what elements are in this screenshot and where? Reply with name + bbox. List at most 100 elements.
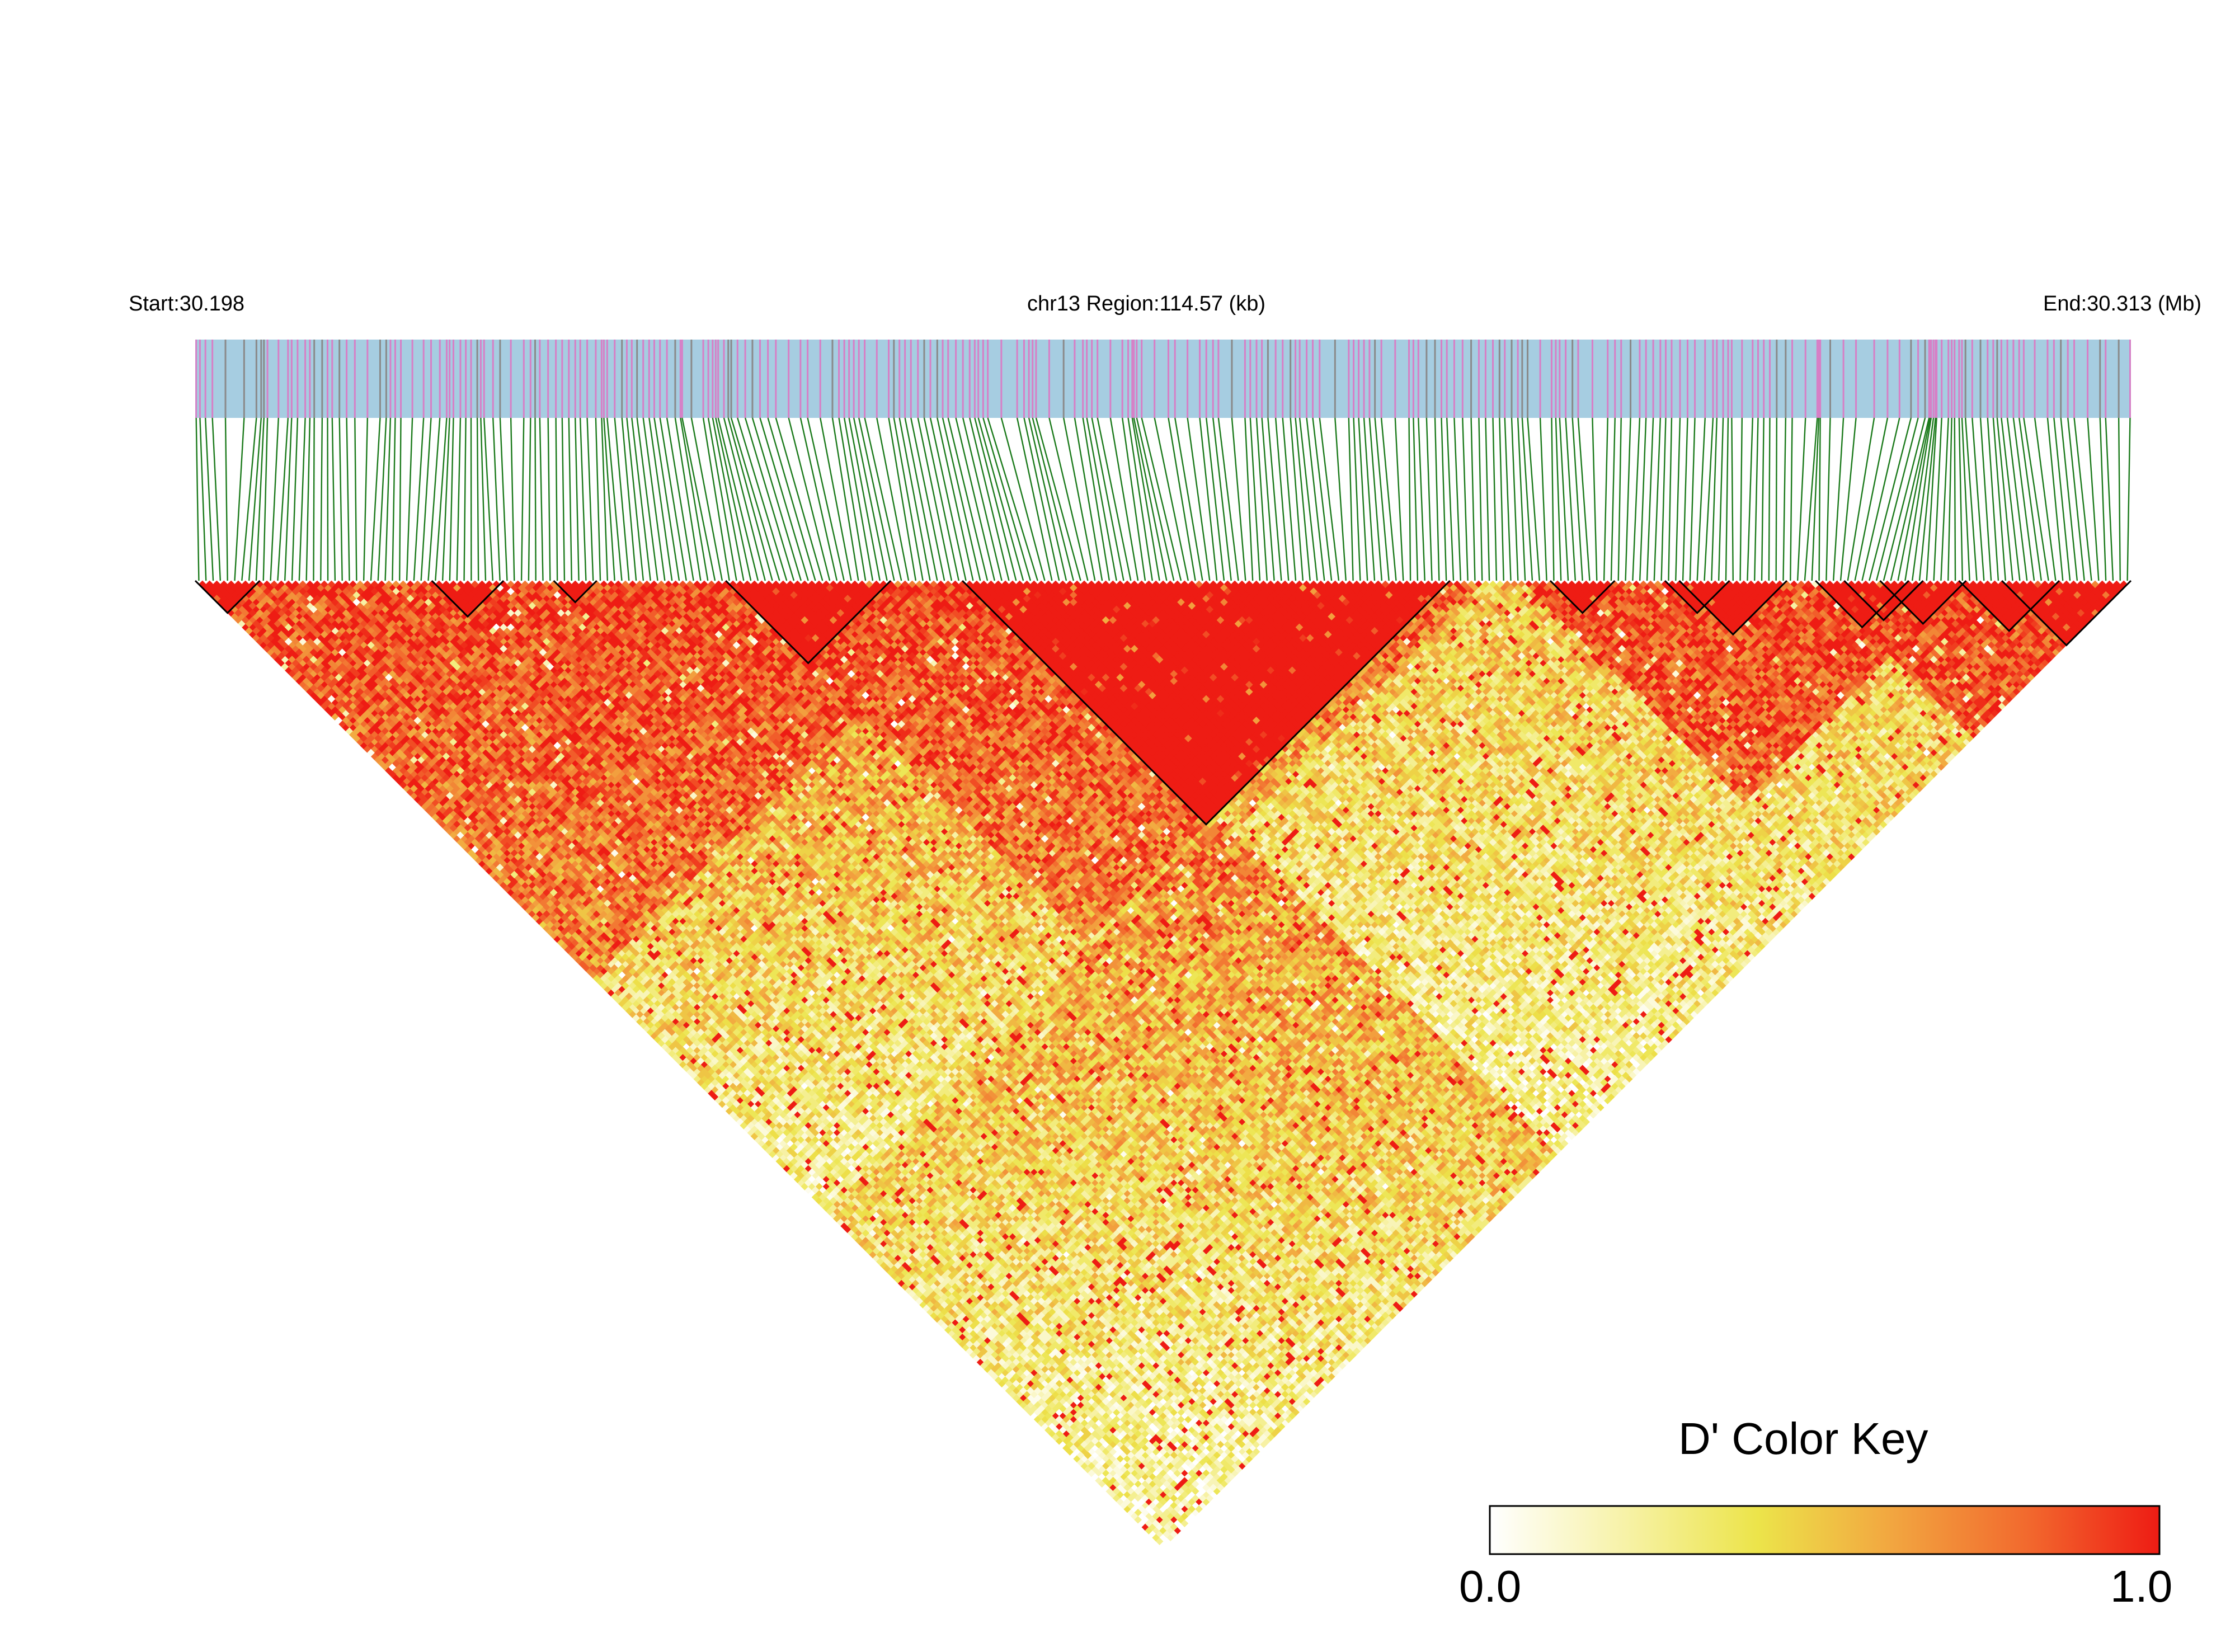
snp-connector — [1217, 417, 1239, 581]
snp-connector — [1551, 417, 1555, 581]
snp-connector — [1446, 417, 1455, 581]
snp-connector — [1592, 417, 1598, 581]
snp-connector — [702, 417, 730, 581]
snp-connector — [799, 417, 838, 581]
snp-connector — [1926, 417, 1937, 581]
snp-connector — [715, 417, 752, 581]
ld-block-outline — [725, 580, 892, 665]
snp-connector — [1632, 417, 1641, 581]
snp-connector — [1035, 417, 1081, 581]
snp-connector — [2012, 417, 2035, 581]
snp-connector — [1517, 417, 1526, 581]
snp-connector — [723, 417, 766, 581]
snp-connector — [843, 417, 874, 581]
snp-connector — [1739, 417, 1743, 581]
color-key-max-label: 1.0 — [2110, 1561, 2173, 1611]
snp-connector — [277, 417, 289, 581]
snp-connector — [1255, 417, 1268, 581]
snp-connector — [1796, 417, 1806, 581]
snp-connector — [759, 417, 809, 581]
snp-connector — [1154, 417, 1189, 581]
snp-connector — [1704, 417, 1714, 581]
snp-connector — [313, 417, 315, 581]
snp-connector — [751, 417, 802, 581]
snp-connector — [1832, 417, 1845, 581]
snp-connector — [1610, 417, 1616, 581]
snp-connector — [1577, 417, 1591, 581]
snp-track-bar — [195, 340, 2131, 418]
snp-connector — [384, 417, 392, 581]
snp-connector — [1958, 417, 1964, 581]
snp-connector — [707, 417, 737, 581]
snp-connector — [1133, 417, 1168, 581]
snp-connector — [1048, 417, 1089, 581]
snp-connector — [1434, 417, 1440, 581]
snp-connector — [579, 417, 587, 581]
snp-connector — [327, 417, 329, 581]
snp-connector — [528, 417, 531, 581]
snp-connector — [331, 417, 336, 581]
ld-block-outline — [1664, 580, 1730, 614]
snp-connector — [893, 417, 924, 581]
snp-connector — [211, 417, 222, 581]
snp-connector — [241, 417, 257, 581]
ld-block-outlines — [194, 580, 2132, 826]
snp-connector — [1032, 417, 1074, 581]
snp-connector — [1761, 417, 1765, 581]
snp-connector — [904, 417, 938, 581]
ld-cell-group — [284, 583, 1966, 1546]
snp-connector — [270, 417, 279, 581]
ld-block-outline — [1815, 580, 1909, 629]
snp-connector — [1136, 417, 1175, 581]
snp-connector — [2073, 417, 2092, 581]
ld-heatmap-cells — [198, 580, 2128, 1549]
snp-connector — [1282, 417, 1297, 581]
snp-connector — [1174, 417, 1203, 581]
snp-connector — [1441, 417, 1447, 581]
snp-connector — [2067, 417, 2085, 581]
snp-connector — [1825, 417, 1831, 581]
snp-connector — [1082, 417, 1111, 581]
snp-connector — [1199, 417, 1218, 581]
snp-connector — [775, 417, 824, 581]
snp-connector — [1511, 417, 1519, 581]
snp-connector — [974, 417, 1017, 581]
snp-connector — [1818, 417, 1821, 581]
snp-connector — [831, 417, 859, 581]
snp-connector — [923, 417, 959, 581]
snp-connector — [1555, 417, 1562, 581]
snp-connector — [1485, 417, 1490, 581]
snp-connector — [910, 417, 945, 581]
snp-connector — [626, 417, 644, 581]
snp-connector — [2053, 417, 2071, 581]
snp-connector — [1290, 417, 1304, 581]
snp-connector — [1418, 417, 1425, 581]
snp-connector — [1394, 417, 1404, 581]
snp-connector-lines — [195, 417, 2131, 581]
snp-connector — [917, 417, 953, 581]
ld-block-outline — [194, 580, 261, 614]
snp-connector — [1646, 417, 1654, 581]
snp-connector — [195, 417, 200, 581]
snp-connector — [1911, 417, 1935, 581]
snp-connector — [1940, 417, 1949, 581]
snp-connector — [1754, 417, 1759, 581]
color-key-bar — [1489, 1505, 2161, 1555]
snp-connector — [1565, 417, 1577, 581]
snp-connector — [298, 417, 306, 581]
snp-connector — [1295, 417, 1311, 581]
snp-connector — [727, 417, 773, 581]
snp-connector — [595, 417, 601, 581]
snp-connector — [435, 417, 448, 581]
snp-connector — [2118, 417, 2121, 581]
snp-connector — [788, 417, 831, 581]
snp-connector — [1091, 417, 1124, 581]
snp-connector — [977, 417, 1024, 581]
snp-connector — [547, 417, 551, 581]
snp-connector — [767, 417, 816, 581]
snp-connector — [737, 417, 788, 581]
region-start-label: Start:30.198 — [129, 292, 245, 316]
snp-connector — [631, 417, 651, 581]
snp-connector — [586, 417, 594, 581]
